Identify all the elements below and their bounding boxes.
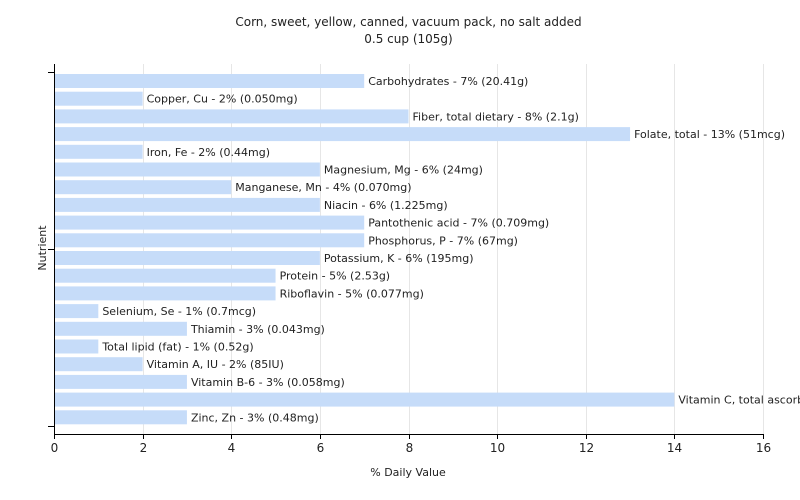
bar: [55, 357, 143, 372]
x-tick-label: 2: [140, 441, 148, 455]
bar: [55, 339, 99, 354]
bar-label: Phosphorus, P - 7% (67mg): [368, 234, 518, 247]
x-tick-label: 6: [317, 441, 325, 455]
bar-label: Zinc, Zn - 3% (0.48mg): [191, 411, 319, 424]
bar: [55, 410, 187, 425]
bars: Carbohydrates - 7% (20.41g) Copper, Cu - …: [55, 74, 800, 425]
grid-lines: [143, 64, 764, 434]
bar: [55, 180, 232, 195]
x-tick-label: 14: [667, 441, 682, 455]
bar-label: Magnesium, Mg - 6% (24mg): [324, 164, 483, 177]
bar: [55, 286, 276, 301]
bar: [55, 74, 365, 88]
bar: [55, 251, 320, 265]
bar: [55, 109, 409, 124]
bar-label: Vitamin C, total ascorbic acid - 14% (8.…: [678, 394, 800, 407]
bar-label: Potassium, K - 6% (195mg): [324, 252, 474, 265]
axes: 0 2 4 6 8 10 12 14 16: [48, 64, 771, 455]
bar: [55, 91, 143, 106]
bar-label: Folate, total - 13% (51mcg): [634, 128, 785, 141]
bar-label: Iron, Fe - 2% (0.44mg): [147, 146, 270, 159]
bar: [55, 233, 365, 248]
bar-label: Selenium, Se - 1% (0.7mcg): [102, 305, 256, 318]
x-tick-label: 10: [490, 441, 505, 455]
bar-label: Riboflavin - 5% (0.077mg): [280, 287, 424, 300]
bar-label: Carbohydrates - 7% (20.41g): [368, 75, 528, 88]
chart-title: Corn, sweet, yellow, canned, vacuum pack…: [235, 15, 582, 29]
bar: [55, 127, 631, 142]
bar-label: Manganese, Mn - 4% (0.070mg): [235, 181, 411, 194]
x-tick-label: 12: [579, 441, 594, 455]
bar: [55, 144, 143, 159]
x-tick-label: 8: [406, 441, 414, 455]
bar-label: Protein - 5% (2.53g): [280, 270, 391, 283]
x-tick-label: 16: [756, 441, 771, 455]
y-axis-title: Nutrient: [36, 225, 49, 271]
bar: [55, 321, 187, 336]
bar: [55, 392, 675, 407]
bar: [55, 197, 320, 212]
bar: [55, 162, 320, 177]
bar-label: Niacin - 6% (1.225mg): [324, 199, 448, 212]
bar-label: Vitamin A, IU - 2% (85IU): [147, 358, 284, 371]
x-tick-label: 0: [51, 441, 59, 455]
bar: [55, 268, 276, 283]
bar-label: Vitamin B-6 - 3% (0.058mg): [191, 376, 345, 389]
bar: [55, 215, 365, 230]
bar-label: Pantothenic acid - 7% (0.709mg): [368, 217, 549, 230]
bar: [55, 304, 99, 319]
bar: [55, 374, 187, 389]
bar-label: Copper, Cu - 2% (0.050mg): [147, 93, 298, 106]
x-axis-title: % Daily Value: [370, 466, 446, 479]
bar-label: Fiber, total dietary - 8% (2.1g): [413, 110, 579, 123]
bar-label: Total lipid (fat) - 1% (0.52g): [101, 341, 253, 354]
x-tick-label: 4: [228, 441, 236, 455]
chart-subtitle: 0.5 cup (105g): [364, 32, 453, 46]
bar-label: Thiamin - 3% (0.043mg): [190, 323, 325, 336]
